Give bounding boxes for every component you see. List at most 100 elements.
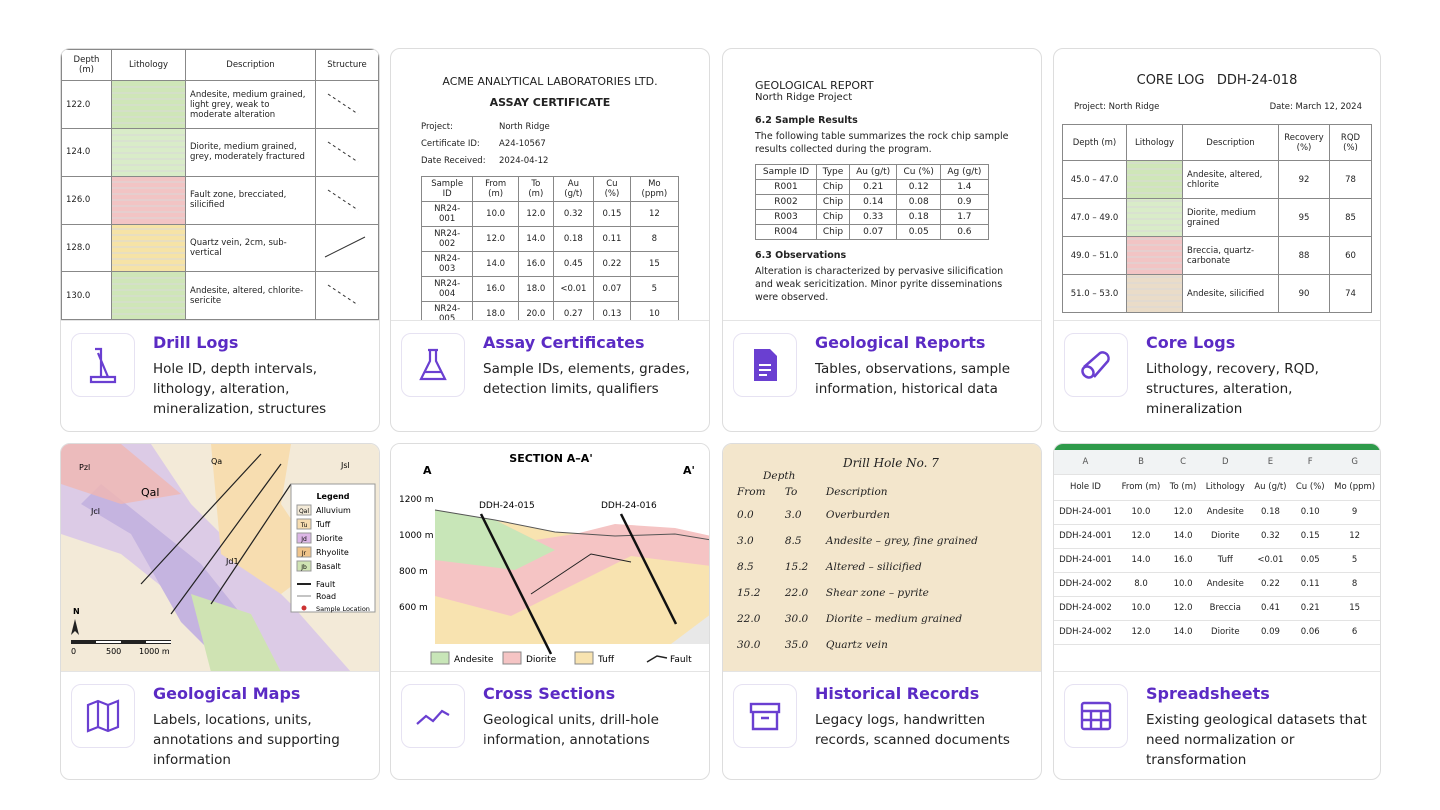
table-row: R001 Chip 0.21 0.12 1.4 xyxy=(754,179,989,195)
cell: Chip xyxy=(816,209,850,225)
field-label: Certificate ID: xyxy=(421,139,480,149)
legend-label: Fault xyxy=(316,580,335,589)
table: Depth (m) Lithology Description Structure 12… xyxy=(61,49,379,320)
cell: Andesite, altered, chlorite xyxy=(1182,160,1279,199)
cell: 16.0 xyxy=(1165,548,1201,573)
map-label: Jd1 xyxy=(225,557,239,566)
cell: 8.0 xyxy=(1116,572,1166,597)
cell: DDH-24-001 xyxy=(1054,500,1117,525)
project: North Ridge Project xyxy=(755,92,853,103)
cell: NR24-001 xyxy=(420,201,474,227)
cell: 74 xyxy=(1329,274,1372,313)
table-row: Hole ID From (m) To (m) Lithology Au (g/t) Cu… xyxy=(1054,474,1380,501)
cell: 0.11 xyxy=(593,226,631,252)
table-row: DDH-24-002 12.0 14.0 Diorite 0.09 0.06 6 xyxy=(1054,620,1380,645)
card[interactable]: SECTION A–A' A A' 1200 m 1000 m 800 m 60… xyxy=(390,443,710,780)
legend-code: Jb xyxy=(300,564,307,571)
cell: 0.45 xyxy=(552,251,595,277)
header-cell: From (m) xyxy=(472,176,519,202)
hole-id: DDH-24-018 xyxy=(1216,73,1298,88)
table-row: 126.0 Fault zone, brecciated, silicified xyxy=(61,175,379,225)
cell: 30.0 xyxy=(737,639,761,651)
cell: 45.0 – 47.0 xyxy=(1062,160,1127,199)
card-title: Geological Reports xyxy=(815,333,986,352)
cell xyxy=(1126,198,1183,237)
cell: Breccia, quartz-carbonate xyxy=(1182,236,1279,275)
cell: 5 xyxy=(629,276,680,302)
card[interactable]: Qa Qal Jcl Jd1 Pzl Jsl Legend Qal Alluvium… xyxy=(60,443,380,780)
header-cell: To xyxy=(784,486,798,498)
map: Qa Qal Jcl Jd1 Pzl Jsl Legend Qal Alluvium… xyxy=(61,444,379,671)
section-end: A xyxy=(423,464,432,477)
cell: R001 xyxy=(754,179,818,195)
table-row: NR24-001 10.0 12.0 0.32 0.15 12 xyxy=(420,201,680,227)
legend-title: Legend xyxy=(316,492,349,501)
cell xyxy=(315,80,379,130)
scale-label: 500 xyxy=(106,647,121,656)
cell: 14.0 xyxy=(1116,548,1166,573)
structure-line xyxy=(324,236,366,258)
map-preview: Qa Qal Jcl Jd1 Pzl Jsl Legend Qal Alluvium… xyxy=(61,444,379,672)
paragraph: Alteration is characterized by pervasive… xyxy=(755,266,1004,303)
cell: Overburden xyxy=(825,509,890,521)
cell: Shear zone – pyrite xyxy=(825,587,929,599)
table-row: 15.2 22.0 Shear zone – pyrite xyxy=(733,580,1031,606)
field-value: A24-10567 xyxy=(499,139,546,149)
legend: Legend Qal Alluvium Tu Tuff Jd Diorite Jr Rhyoli… xyxy=(290,483,376,613)
cell: 9 xyxy=(1329,500,1380,525)
cell: Fault zone, brecciated, silicified xyxy=(185,175,316,225)
legend-label: Sample Location xyxy=(316,605,370,613)
table-row: NR24-002 12.0 14.0 0.18 0.11 8 xyxy=(420,226,680,252)
table-row: NR24-005 18.0 20.0 0.27 0.13 10 xyxy=(420,301,680,320)
card[interactable]: Drill Hole No. 7 Depth From To Description… xyxy=(722,443,1042,780)
card[interactable]: Depth (m) Lithology Description Structure 12… xyxy=(60,48,380,432)
section-heading: 6.2 Sample Results xyxy=(755,115,858,126)
cell: 3.0 xyxy=(737,535,754,547)
cell: 0.10 xyxy=(1291,500,1330,525)
structure-line xyxy=(327,189,359,211)
table-row: 45.0 – 47.0 Andesite, altered, chlorite 92… xyxy=(1062,160,1372,199)
card[interactable]: CORE LOG DDH-24-018 Project: North Ridge… xyxy=(1053,48,1381,432)
map-label: Qa xyxy=(211,457,222,466)
cell: Cu (%) xyxy=(1291,474,1330,501)
cell xyxy=(315,128,379,177)
table-row: 47.0 – 49.0 Diorite, medium grained 95 85 xyxy=(1062,198,1372,237)
cell: 12.0 xyxy=(517,201,554,227)
cell: DDH-24-002 xyxy=(1054,620,1117,645)
cell: Mo (ppm) xyxy=(1329,474,1380,501)
header-cell: Au (g/t) xyxy=(552,176,595,202)
cell: Quartz vein, 2cm, sub-vertical xyxy=(185,223,316,273)
legend-swatch xyxy=(296,546,312,558)
card-description: Tables, observations, sample information… xyxy=(815,361,1011,397)
card[interactable]: A B C D E F G Hole ID From (m) To (m) Lithology Au … xyxy=(1053,443,1381,780)
cell: Lithology xyxy=(1200,474,1250,501)
doc-heading: Drill Hole No. 7 xyxy=(843,456,939,470)
cell: To (m) xyxy=(1165,474,1201,501)
header-cell: Depth (m) xyxy=(1062,124,1127,161)
table-row: Sample ID Type Au (g/t) Cu (%) Ag (g/t) xyxy=(754,164,989,180)
cell: 22.0 xyxy=(784,587,809,599)
table-row: DDH-24-002 8.0 10.0 Andesite 0.22 0.11 8 xyxy=(1054,572,1380,597)
cell: 22.0 xyxy=(737,613,761,625)
card-description: Labels, locations, units, annotations an… xyxy=(153,712,340,768)
table-row: Depth (m) Lithology Description Structure xyxy=(61,49,379,82)
legend-swatch xyxy=(296,560,312,572)
table-row: DDH-24-001 12.0 14.0 Diorite 0.32 0.15 12 xyxy=(1054,524,1380,549)
cell: 0.41 xyxy=(1249,596,1292,621)
card[interactable]: GEOLOGICAL REPORT North Ridge Project 6.… xyxy=(722,48,1042,432)
cell: 0.32 xyxy=(552,201,595,227)
structure-symbol xyxy=(327,93,359,115)
field-value: 2024-04-12 xyxy=(499,156,549,166)
map-label: Qal xyxy=(141,486,159,499)
cell: Andesite xyxy=(1200,500,1250,525)
cell: NR24-002 xyxy=(420,226,474,252)
card-title: Spreadsheets xyxy=(1146,684,1270,703)
map-label: Pzl xyxy=(79,463,90,472)
cell: 3.0 xyxy=(784,509,802,521)
card[interactable]: ACME ANALYTICAL LABORATORIES LTD. ASSAY … xyxy=(390,48,710,432)
cell: Quartz vein xyxy=(825,639,888,651)
cell xyxy=(315,223,379,273)
header-cell: Cu (%) xyxy=(896,164,942,180)
table: Depth (m) Lithology Description Recovery (%… xyxy=(1062,124,1372,313)
project: Project: North Ridge xyxy=(1074,102,1160,112)
